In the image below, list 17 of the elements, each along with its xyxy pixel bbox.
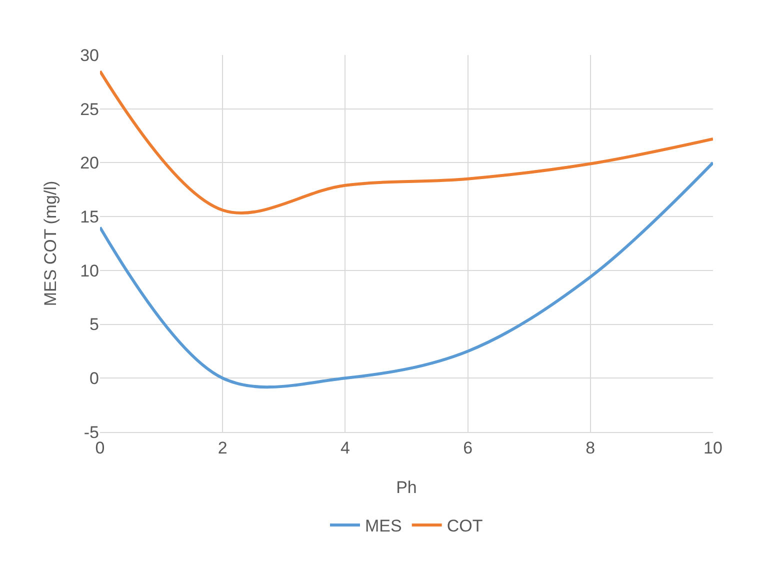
y-axis-title: MES COT (mg/l) — [41, 180, 60, 306]
y-tick-label: 15 — [80, 208, 99, 227]
y-tick-label: 30 — [80, 46, 99, 65]
legend-label: COT — [446, 516, 483, 536]
y-tick-label: 5 — [90, 315, 99, 334]
y-tick-label: 20 — [80, 154, 99, 173]
y-tick-label: 10 — [80, 261, 99, 280]
legend-label: MES — [365, 516, 402, 536]
y-tick-label: 0 — [90, 369, 99, 388]
y-tick-label: -5 — [84, 422, 99, 442]
x-axis-title: Ph — [396, 478, 417, 497]
x-tick-label: 4 — [340, 438, 350, 458]
x-tick-label: 8 — [586, 438, 596, 458]
x-tick-label: 10 — [704, 438, 722, 458]
x-tick-label: 2 — [218, 438, 228, 458]
x-tick-label: 6 — [463, 438, 473, 458]
y-tick-label: 25 — [80, 100, 99, 119]
